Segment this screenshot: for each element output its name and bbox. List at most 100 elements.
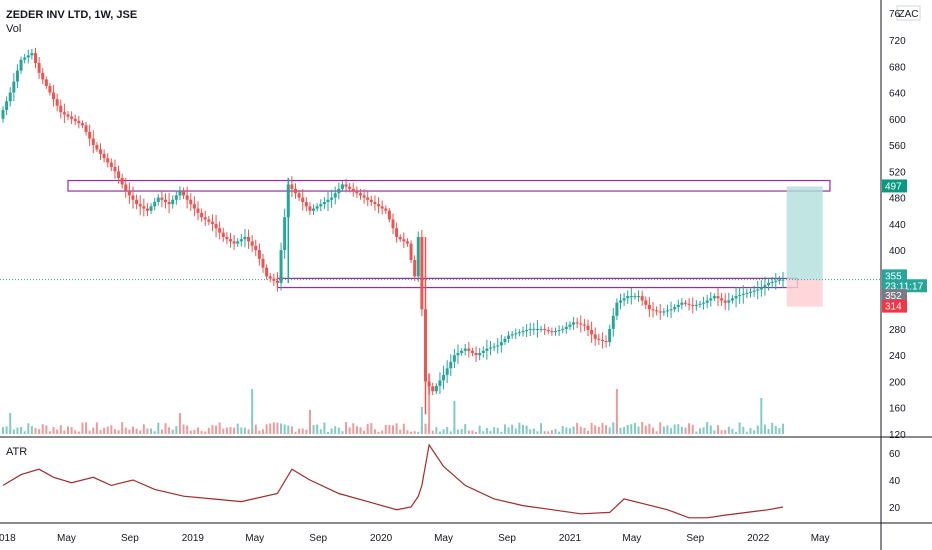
candle-body (196, 208, 200, 213)
resistance-zone[interactable] (67, 179, 831, 192)
price-tick-label: 560 (889, 141, 906, 152)
volume-bar (132, 426, 134, 434)
atr-legend[interactable]: ATR (6, 446, 27, 458)
candle-body (687, 303, 691, 305)
candle-body (247, 237, 251, 242)
candle-body (763, 285, 767, 288)
candle-body (304, 201, 308, 207)
volume-bar (417, 431, 420, 434)
candle-body (366, 197, 370, 200)
volume-bar (67, 426, 69, 434)
candle-body (431, 386, 435, 392)
candle-body (604, 340, 608, 343)
volume-legend[interactable]: Vol (6, 23, 21, 35)
position-target-area[interactable] (786, 186, 823, 280)
volume-bar (99, 430, 102, 434)
candle-body (5, 101, 9, 111)
long-position-tool[interactable] (0, 186, 881, 307)
volume-bar (142, 424, 145, 434)
volume-bar (52, 427, 55, 434)
volume-bar (48, 431, 51, 434)
candle-body (427, 381, 431, 387)
volume-bar (619, 427, 622, 434)
volume-bar (70, 427, 73, 434)
volume-bar (113, 429, 116, 434)
volume-bar (139, 430, 142, 434)
candle-body (749, 291, 752, 293)
candle-body (221, 232, 225, 237)
volume-bar (771, 422, 774, 434)
volume-bar (778, 428, 781, 434)
volume-bar (753, 430, 756, 434)
volume-bar (666, 425, 669, 434)
volume-bar (88, 430, 91, 434)
price-badge[interactable] (882, 299, 907, 313)
candle-body (124, 184, 128, 192)
candle-body (770, 281, 774, 283)
price-badge[interactable] (882, 289, 907, 303)
volume-bar (576, 422, 579, 434)
price-badge-label: 497 (885, 181, 902, 192)
volume-bar (464, 424, 467, 434)
candle-body (192, 204, 196, 209)
candle-body (319, 204, 323, 207)
symbol-title[interactable]: ZEDER INV LTD, 1W, JSE (6, 9, 137, 21)
candle-body (88, 131, 92, 139)
price-badge[interactable] (882, 269, 907, 283)
candle-body (41, 72, 45, 80)
price-badge[interactable] (882, 179, 907, 193)
candle-body (698, 303, 702, 305)
volume-bar (756, 425, 759, 434)
candle-body (113, 166, 117, 172)
candle-body (297, 193, 301, 198)
price-tick-label: 200 (889, 377, 906, 388)
volume-bar (77, 431, 80, 434)
time-tick-label: 2021 (559, 533, 582, 544)
volume-bar (110, 425, 113, 434)
volume-bar (316, 424, 319, 434)
volume-bar (294, 431, 297, 434)
volume-bar (727, 426, 730, 434)
currency-badge[interactable] (896, 5, 921, 21)
volume-bar (500, 431, 503, 434)
candle-body (528, 328, 532, 331)
volume-bar (254, 424, 257, 434)
candle-body (391, 219, 395, 229)
candle-body (214, 223, 218, 229)
atr-line (2, 443, 784, 519)
volume-bar (305, 429, 308, 434)
candle-body (622, 298, 626, 301)
volume-bar (731, 428, 734, 434)
volume-bar (225, 427, 228, 434)
candle-body (474, 353, 478, 356)
volume-spike (428, 374, 431, 434)
candle-body (575, 322, 579, 324)
candle-body (662, 311, 666, 313)
candle-body (619, 300, 622, 303)
volume-bar (525, 425, 528, 434)
candle-body (712, 296, 716, 299)
position-stop-area[interactable] (786, 279, 823, 307)
candle-body (615, 302, 619, 316)
volume-bar (222, 428, 225, 434)
candle-body (774, 280, 778, 282)
candle-body (120, 177, 124, 185)
candle-body (637, 296, 641, 298)
volume-bar (345, 422, 348, 434)
candle-body (290, 184, 294, 189)
volume-bar (565, 427, 568, 434)
candle-body (756, 289, 760, 291)
volume-bar (558, 431, 561, 434)
volume-bar (287, 425, 290, 434)
candle-body (59, 105, 63, 113)
volume-bar (478, 425, 481, 434)
volume-bar (272, 422, 275, 434)
candle-body (351, 188, 355, 192)
candle-body (279, 250, 283, 283)
volume-bar (258, 430, 261, 434)
volume-bar (146, 428, 149, 434)
volume-bar (16, 427, 19, 434)
volume-bar (197, 427, 199, 434)
price-badge[interactable] (882, 279, 927, 293)
